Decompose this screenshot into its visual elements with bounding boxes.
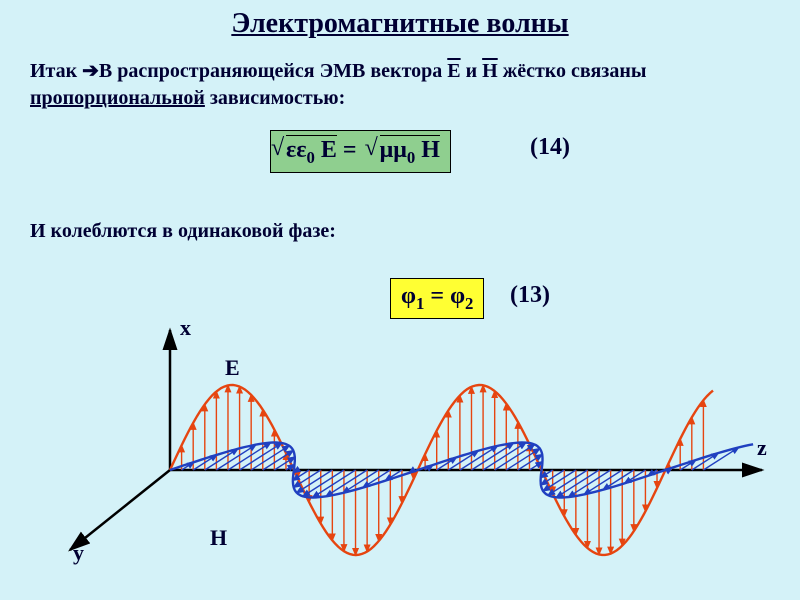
axis-label-y: y: [73, 540, 84, 566]
axis-label-z: z: [757, 435, 767, 461]
page-root: Электромагнитные волны Итак ➔В распростр…: [0, 0, 800, 600]
axis-label-x: x: [180, 315, 191, 341]
wave-label-H: H: [210, 525, 227, 551]
wave-diagram: [0, 0, 800, 600]
wave-label-E: E: [225, 355, 240, 381]
